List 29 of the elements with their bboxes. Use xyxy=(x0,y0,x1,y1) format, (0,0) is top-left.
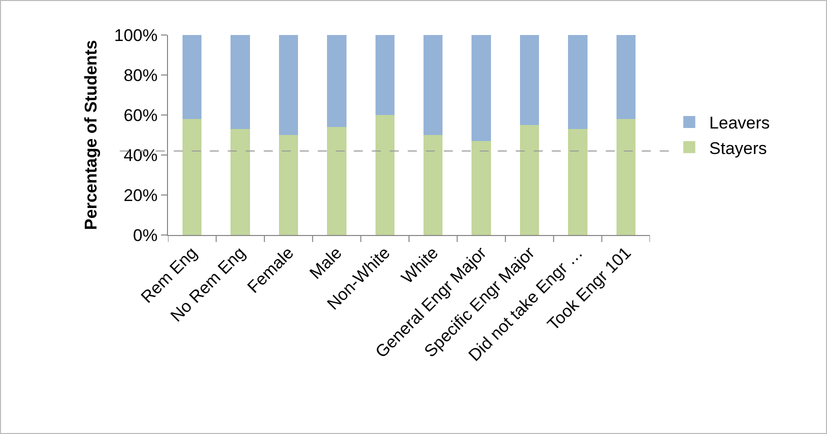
bar xyxy=(423,35,443,135)
bar xyxy=(616,119,636,235)
bar xyxy=(472,141,491,235)
y-tick-label: 40% xyxy=(124,146,158,165)
bar xyxy=(520,125,540,235)
bar xyxy=(278,135,298,235)
y-tick-label: 20% xyxy=(124,186,158,205)
y-tick-label: 100% xyxy=(114,26,158,45)
bar xyxy=(327,127,346,235)
bar xyxy=(616,35,636,119)
bar xyxy=(472,35,491,141)
bar xyxy=(568,129,588,235)
bar xyxy=(182,35,202,119)
y-tick-label: 0% xyxy=(133,226,158,245)
legend-label: Stayers xyxy=(709,138,767,158)
y-tick-label: 80% xyxy=(124,66,158,85)
y-tick-label: 60% xyxy=(124,106,158,125)
bar xyxy=(423,135,443,235)
bar xyxy=(278,35,298,135)
bar xyxy=(568,35,588,129)
bar xyxy=(230,129,250,235)
bar xyxy=(375,35,395,115)
legend-label: Leavers xyxy=(709,114,770,133)
bar xyxy=(520,35,540,125)
bar xyxy=(327,35,346,127)
bar xyxy=(375,115,395,235)
bar xyxy=(230,35,250,129)
bar xyxy=(182,119,202,235)
y-axis-title: Percentage of Students xyxy=(82,40,101,230)
